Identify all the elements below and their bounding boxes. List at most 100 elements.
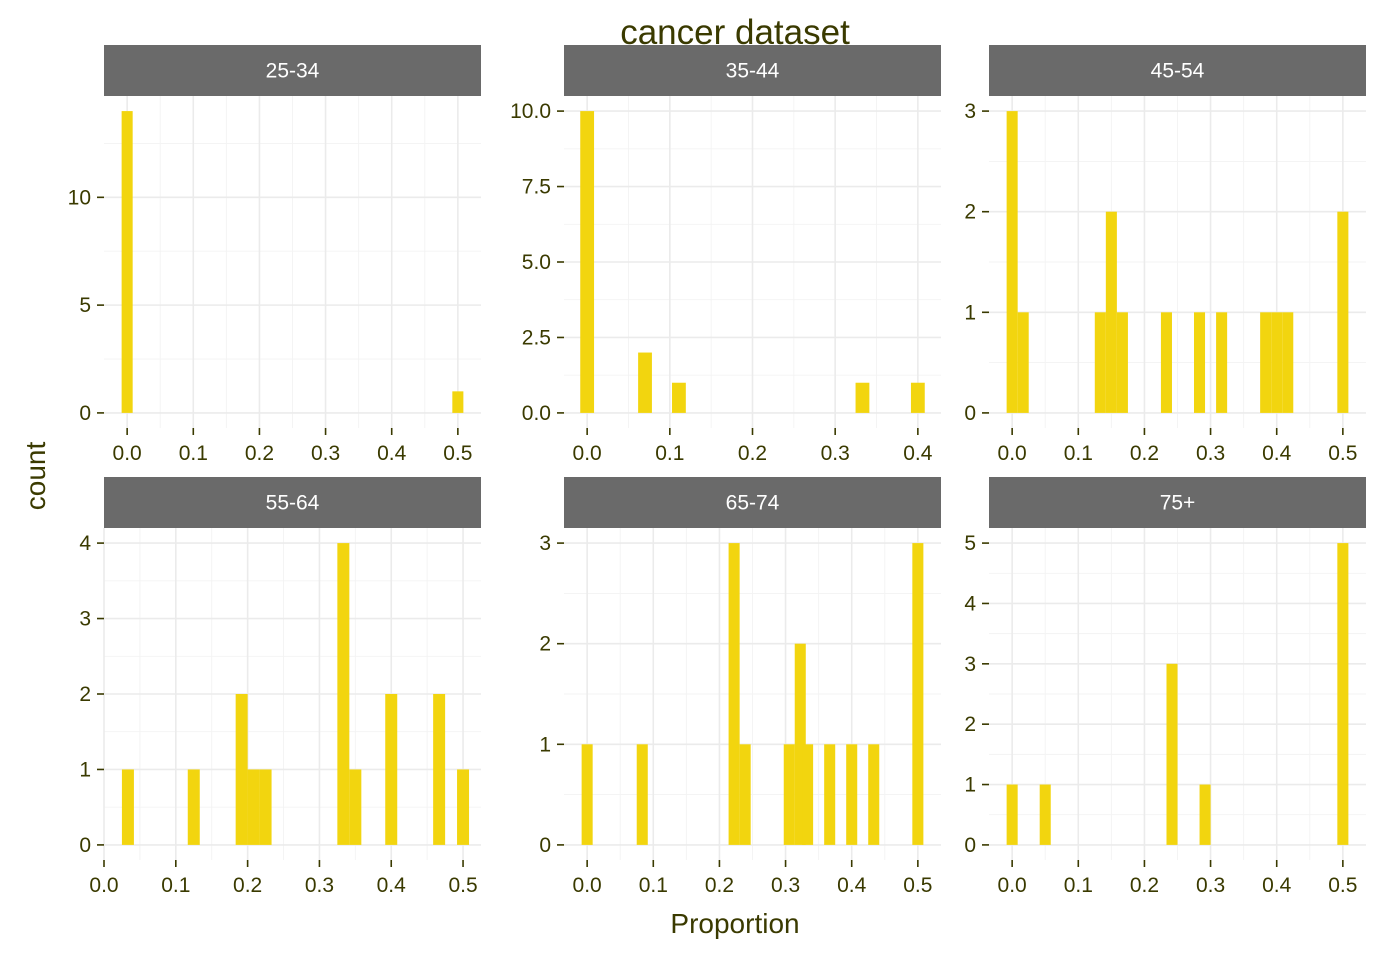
x-tick-label: 0.4 [377, 442, 407, 465]
y-tick-label: 2 [964, 201, 976, 224]
x-tick-label: 0.4 [903, 442, 933, 465]
histogram-bar [1039, 784, 1051, 845]
facet-panel: 45-54 0.0 0.1 0.2 0.3 0.4 0.5 0 1 2 3 [964, 45, 1366, 465]
facet-strip [989, 477, 1366, 528]
y-tick-label: 4 [964, 592, 976, 615]
y-tick-label: 3 [79, 608, 91, 631]
y-tick-label: 1 [539, 733, 551, 756]
histogram-bar [638, 352, 652, 413]
histogram-bar [259, 769, 272, 845]
histogram-bar [1199, 784, 1211, 845]
histogram-bar [121, 769, 134, 845]
x-tick-label: 0.2 [705, 874, 734, 897]
x-tick-label: 0.5 [443, 442, 472, 465]
x-tick-label: 0.2 [1130, 874, 1159, 897]
histogram-bar [452, 391, 464, 413]
y-tick-label: 2 [79, 683, 91, 706]
histogram-bar [1260, 312, 1272, 413]
x-tick-label: 0.3 [1196, 874, 1225, 897]
histogram-bar [728, 543, 740, 845]
x-tick-label: 0.1 [1064, 874, 1093, 897]
y-tick-label: 0 [964, 834, 976, 857]
histogram-bar [783, 744, 795, 845]
histogram-bar [235, 694, 248, 845]
x-tick-label: 0.0 [89, 874, 118, 897]
y-tick-label: 1 [79, 758, 91, 781]
histogram-bar [457, 769, 470, 845]
x-tick-label: 0.0 [573, 874, 602, 897]
x-tick-label: 0.5 [448, 874, 477, 897]
histogram-bar [1271, 312, 1283, 413]
histogram-bar [247, 769, 260, 845]
facet-strip-label: 25-34 [266, 60, 320, 83]
y-tick-label: 1 [964, 774, 976, 797]
y-tick-label: 0 [79, 402, 91, 425]
histogram-bar [187, 769, 200, 845]
facet-strip-label: 35-44 [726, 60, 780, 83]
histogram-bar [1017, 312, 1029, 413]
x-tick-label: 0.5 [1328, 442, 1357, 465]
facet-strip [564, 477, 941, 528]
histogram-bar [337, 543, 350, 845]
histogram-bar [672, 382, 686, 413]
x-tick-label: 0.4 [1262, 874, 1292, 897]
histogram-bar [910, 382, 925, 413]
facet-panel: 55-64 0.0 0.1 0.2 0.3 0.4 0.5 0 1 2 3 4 [79, 477, 481, 897]
histogram-bar [739, 744, 751, 845]
histogram-bar [121, 111, 133, 413]
histogram-bar [1094, 312, 1106, 413]
histogram-bar [1006, 111, 1018, 413]
x-tick-label: 0.0 [998, 874, 1027, 897]
histogram-bar [433, 694, 446, 845]
histogram-bar [802, 744, 814, 845]
facet-strip-label: 75+ [1160, 492, 1196, 515]
histogram-bar [1160, 312, 1172, 413]
y-tick-label: 4 [79, 532, 91, 555]
y-tick-label: 0 [964, 402, 976, 425]
histogram-bar [1116, 312, 1128, 413]
facet-panel: 25-34 0.0 0.1 0.2 0.3 0.4 0.5 0 5 10 [68, 45, 481, 465]
histogram-bar [1006, 784, 1018, 845]
y-tick-label: 2 [964, 713, 976, 736]
y-tick-label: 3 [964, 100, 976, 123]
x-tick-label: 0.3 [305, 874, 334, 897]
x-tick-label: 0.1 [655, 442, 684, 465]
histogram-bar [912, 543, 924, 845]
x-tick-label: 0.1 [161, 874, 190, 897]
y-tick-label: 10.0 [510, 100, 551, 123]
x-tick-label: 0.2 [738, 442, 767, 465]
histogram-bar [1337, 543, 1349, 845]
histogram-bar [846, 744, 858, 845]
facet-strip [564, 45, 941, 96]
y-tick-label: 0 [539, 834, 551, 857]
histogram-bar [349, 769, 362, 845]
facet-panel: 75+ 0.0 0.1 0.2 0.3 0.4 0.5 0 1 2 3 4 5 [964, 477, 1366, 897]
x-tick-label: 0.3 [311, 442, 340, 465]
y-tick-label: 5 [79, 294, 91, 317]
facet-strip [104, 45, 481, 96]
facet-strip-label: 65-74 [726, 492, 780, 515]
x-tick-label: 0.3 [1196, 442, 1225, 465]
y-axis-title: count [20, 442, 51, 511]
x-tick-label: 0.0 [113, 442, 142, 465]
histogram-bar [868, 744, 880, 845]
facet-strip-label: 45-54 [1151, 60, 1205, 83]
x-tick-label: 0.4 [377, 874, 407, 897]
histogram-bar [1337, 211, 1349, 413]
x-tick-label: 0.2 [245, 442, 274, 465]
x-tick-label: 0.2 [233, 874, 262, 897]
histogram-bar [855, 382, 870, 413]
y-tick-label: 10 [68, 186, 91, 209]
x-tick-label: 0.4 [837, 874, 867, 897]
x-tick-label: 0.1 [639, 874, 668, 897]
x-tick-label: 0.2 [1130, 442, 1159, 465]
x-tick-label: 0.0 [573, 442, 602, 465]
facet-strip [104, 477, 481, 528]
y-tick-label: 5 [964, 532, 976, 555]
histogram-bar [580, 111, 595, 413]
histogram-bar [1216, 312, 1228, 413]
facet-strip [989, 45, 1366, 96]
histogram-bar [636, 744, 648, 845]
